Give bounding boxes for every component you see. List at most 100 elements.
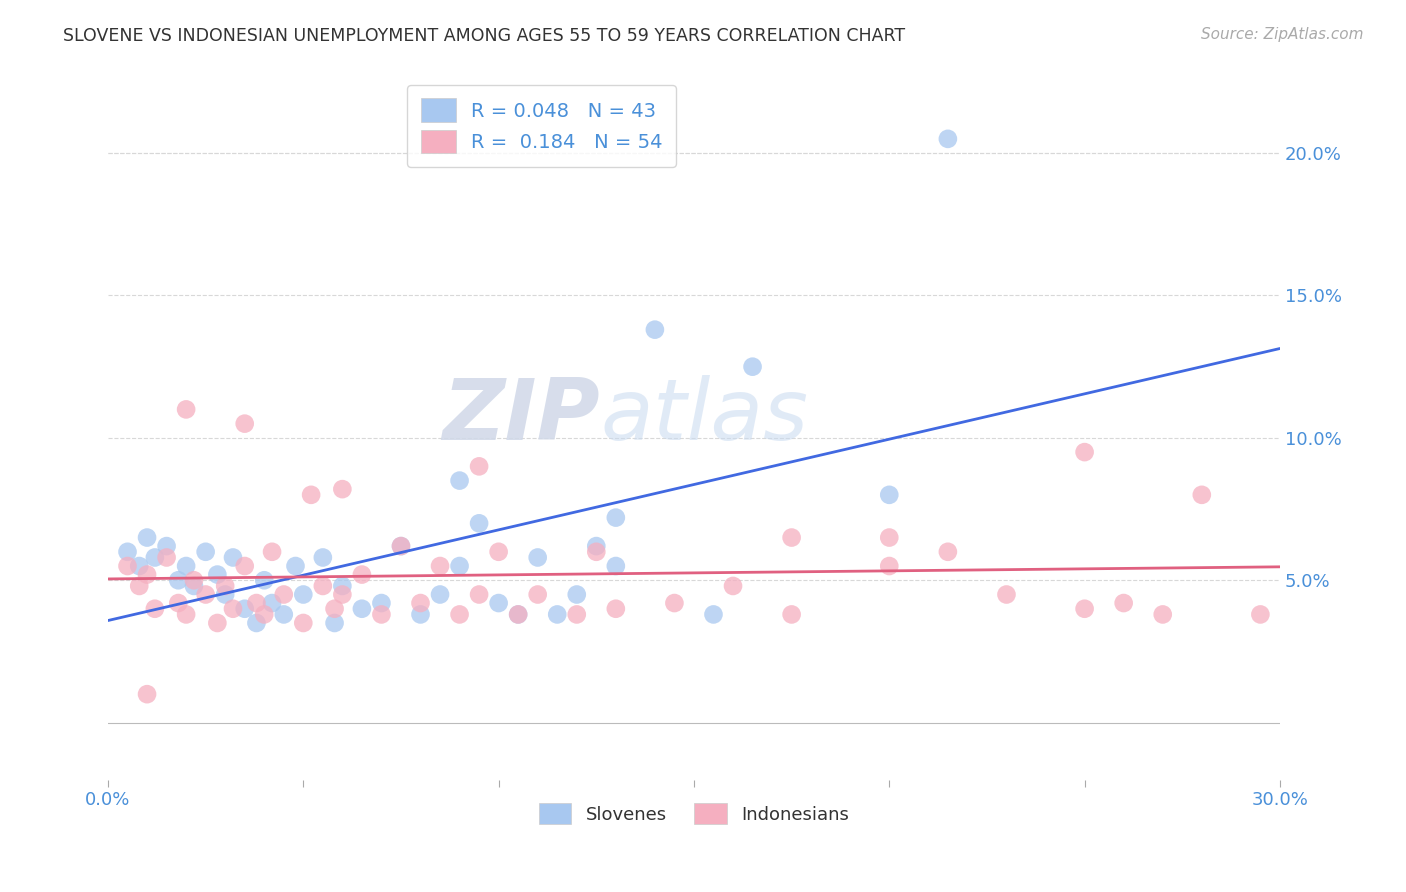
Point [174, 607, 197, 622]
Point [143, 550, 166, 565]
Point [128, 559, 150, 574]
Point [429, 587, 451, 601]
Point [526, 587, 548, 601]
Point [585, 545, 607, 559]
Point [167, 574, 190, 588]
Point [332, 482, 354, 496]
Point [605, 510, 627, 524]
Point [207, 567, 229, 582]
Point [155, 550, 177, 565]
Point [468, 587, 491, 601]
Point [449, 607, 471, 622]
Point [194, 545, 217, 559]
Point [780, 531, 803, 545]
Point [721, 579, 744, 593]
Point [1152, 607, 1174, 622]
Point [389, 539, 412, 553]
Point [167, 596, 190, 610]
Point [565, 607, 588, 622]
Point [1249, 607, 1271, 622]
Point [155, 539, 177, 553]
Point [1191, 488, 1213, 502]
Point [877, 559, 900, 574]
Point [245, 615, 267, 630]
Point [312, 550, 335, 565]
Point [370, 596, 392, 610]
Point [136, 687, 159, 701]
Point [585, 539, 607, 553]
Point [605, 559, 627, 574]
Point [323, 615, 346, 630]
Point [488, 596, 510, 610]
Point [233, 417, 256, 431]
Point [1112, 596, 1135, 610]
Point [174, 402, 197, 417]
Point [350, 567, 373, 582]
Point [222, 550, 245, 565]
Point [449, 474, 471, 488]
Point [1073, 445, 1095, 459]
Point [409, 607, 432, 622]
Point [526, 550, 548, 565]
Point [260, 545, 283, 559]
Point [409, 596, 432, 610]
Point [877, 531, 900, 545]
Point [429, 559, 451, 574]
Point [468, 516, 491, 531]
Point [292, 615, 315, 630]
Point [546, 607, 568, 622]
Point [233, 559, 256, 574]
Point [174, 559, 197, 574]
Point [350, 601, 373, 615]
Point [284, 559, 307, 574]
Point [323, 601, 346, 615]
Point [233, 601, 256, 615]
Point [260, 596, 283, 610]
Point [332, 579, 354, 593]
Point [508, 607, 530, 622]
Point [207, 615, 229, 630]
Point [273, 587, 295, 601]
Point [136, 531, 159, 545]
Point [449, 559, 471, 574]
Point [936, 545, 959, 559]
Point [332, 587, 354, 601]
Point [245, 596, 267, 610]
Point [183, 574, 205, 588]
Text: Source: ZipAtlas.com: Source: ZipAtlas.com [1201, 27, 1364, 42]
Point [292, 587, 315, 601]
Point [253, 607, 276, 622]
Point [143, 601, 166, 615]
Point [214, 587, 236, 601]
Point [565, 587, 588, 601]
Point [877, 488, 900, 502]
Point [664, 596, 686, 610]
Point [605, 601, 627, 615]
Point [194, 587, 217, 601]
Text: SLOVENE VS INDONESIAN UNEMPLOYMENT AMONG AGES 55 TO 59 YEARS CORRELATION CHART: SLOVENE VS INDONESIAN UNEMPLOYMENT AMONG… [63, 27, 905, 45]
Point [312, 579, 335, 593]
Point [253, 574, 276, 588]
Point [273, 607, 295, 622]
Point [136, 567, 159, 582]
Point [222, 601, 245, 615]
Point [488, 545, 510, 559]
Point [702, 607, 724, 622]
Point [128, 579, 150, 593]
Point [214, 579, 236, 593]
Point [780, 607, 803, 622]
Point [117, 559, 139, 574]
Point [117, 545, 139, 559]
Point [299, 488, 322, 502]
Text: atlas: atlas [600, 376, 808, 458]
Point [370, 607, 392, 622]
Point [1073, 601, 1095, 615]
Point [183, 579, 205, 593]
Point [508, 607, 530, 622]
Point [995, 587, 1018, 601]
Point [389, 539, 412, 553]
Point [468, 459, 491, 474]
Text: ZIP: ZIP [443, 376, 600, 458]
Point [741, 359, 763, 374]
Point [644, 323, 666, 337]
